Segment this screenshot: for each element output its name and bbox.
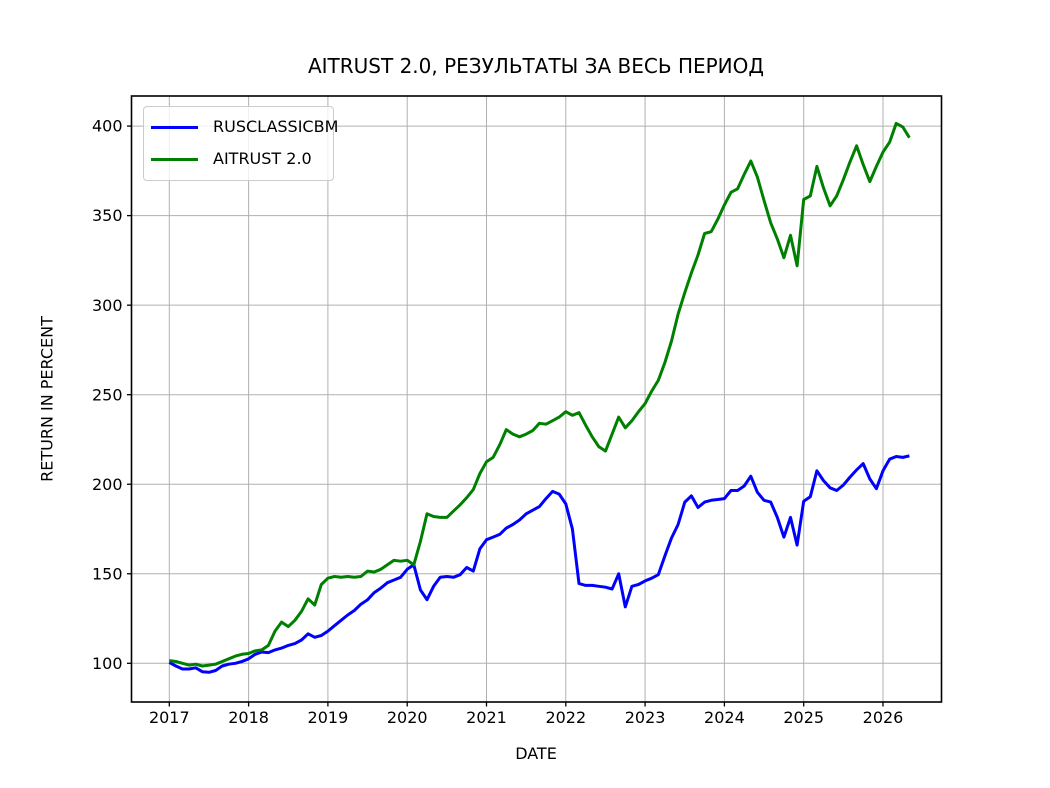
legend-label-aitrust: AITRUST 2.0 [213, 149, 312, 168]
x-tick-label-2020: 2020 [387, 708, 428, 727]
x-tick-label-2024: 2024 [704, 708, 745, 727]
y-tick-label-100: 100 [92, 654, 123, 673]
series-line-aitrust-2-0 [169, 121, 911, 668]
x-tick-label-2023: 2023 [625, 708, 666, 727]
legend-entry-rusclassicbm: RUSCLASSICBM [151, 117, 338, 137]
x-axis-label: DATE [515, 744, 557, 763]
y-axis-label: RETURN IN PERCENT [37, 316, 57, 482]
x-tick-label-2021: 2021 [466, 708, 507, 727]
x-tick-label-2017: 2017 [149, 708, 190, 727]
y-tick-label-150: 150 [92, 564, 123, 583]
series-line-rusclassicbm [168, 454, 910, 674]
y-tick-label-350: 350 [92, 206, 123, 225]
x-tick-label-2018: 2018 [228, 708, 269, 727]
blue-line-swatch [151, 125, 198, 129]
green-line-swatch [151, 157, 198, 161]
x-tick-label-2026: 2026 [863, 708, 904, 727]
legend: RUSCLASSICBM AITRUST 2.0 [143, 106, 338, 181]
y-tick-label-400: 400 [92, 117, 123, 136]
plot-background [131, 96, 942, 702]
x-tick-label-2025: 2025 [783, 708, 824, 727]
legend-label-rusclassicbm: RUSCLASSICBM [213, 117, 339, 136]
x-tick-label-2019: 2019 [308, 708, 349, 727]
chart-title: AITRUST 2.0, РЕЗУЛЬТАТЫ ЗА ВЕСЬ ПЕРИОД [307, 54, 765, 78]
y-tick-label-250: 250 [92, 385, 123, 404]
legend-entry-aitrust: AITRUST 2.0 [151, 149, 325, 169]
x-tick-label-2022: 2022 [545, 708, 586, 727]
y-tick-label-200: 200 [92, 475, 123, 494]
plot-border [130, 95, 943, 703]
y-tick-label-300: 300 [92, 296, 123, 315]
